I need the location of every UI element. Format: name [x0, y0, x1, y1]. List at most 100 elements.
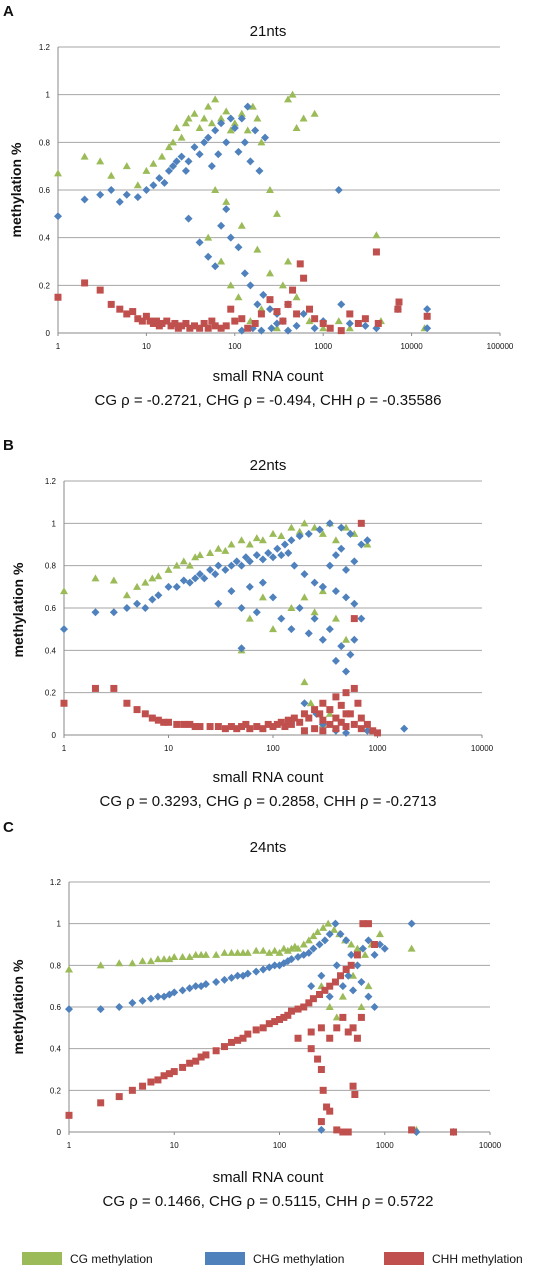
chg-point: [154, 591, 163, 600]
cg-point: [245, 614, 254, 622]
chg-point: [128, 998, 137, 1007]
chh-point: [116, 305, 124, 313]
chg-point: [290, 561, 299, 570]
y-tick-label: 0.4: [45, 646, 57, 655]
chg-point: [214, 599, 223, 608]
cg-point: [211, 186, 220, 193]
cg-point: [214, 544, 223, 552]
chh-point: [307, 1045, 315, 1053]
chg-point: [269, 553, 277, 562]
cg-point: [148, 574, 157, 582]
y-axis-label: methylation %: [8, 142, 24, 237]
chh-point: [317, 1024, 325, 1032]
chh-point: [287, 720, 295, 728]
cg-point: [178, 953, 187, 960]
chh-point: [152, 317, 160, 325]
chh-point: [374, 729, 381, 737]
cg-point: [277, 532, 286, 540]
chg-point: [234, 243, 243, 252]
chg-point: [350, 599, 359, 608]
panel-letter: B: [3, 437, 14, 454]
chh-point: [280, 1013, 288, 1021]
chh-point: [244, 1030, 252, 1038]
chg-point: [115, 1003, 124, 1011]
chg-point: [287, 625, 296, 634]
chh-point: [180, 720, 188, 728]
chg-point: [318, 582, 327, 591]
chh-point: [273, 308, 281, 316]
chg-point: [353, 961, 362, 970]
chg-point: [331, 919, 340, 928]
chg-point: [133, 193, 142, 202]
chg-point: [107, 186, 116, 194]
chh-point: [173, 720, 181, 728]
chh-point: [265, 1020, 273, 1028]
chg-point: [177, 152, 186, 161]
cg-point: [164, 143, 173, 151]
chh-point: [221, 725, 229, 733]
cg-point: [172, 561, 181, 569]
cg-point: [128, 959, 137, 967]
chh-point: [326, 324, 334, 332]
chg-point: [370, 1003, 379, 1011]
cg-point: [149, 159, 158, 167]
cg-point: [222, 107, 231, 115]
cg-point: [331, 614, 340, 622]
chh-point: [307, 1028, 315, 1036]
cg-point: [164, 565, 173, 573]
cg-point: [306, 699, 315, 707]
chh-point: [319, 699, 327, 707]
chh-point: [160, 718, 168, 726]
cg-point: [212, 950, 221, 958]
cg-point: [278, 281, 287, 289]
cg-point: [133, 181, 142, 189]
chg-point: [214, 561, 223, 570]
chh-point: [337, 972, 345, 980]
cg-point: [169, 138, 178, 146]
x-tick-label: 1: [67, 1141, 72, 1150]
cg-point: [141, 578, 150, 586]
chh-point: [287, 1007, 295, 1015]
cg-point: [115, 959, 124, 967]
chg-point: [407, 919, 416, 928]
chg-point: [346, 529, 355, 538]
chg-point: [122, 190, 131, 199]
chg-point: [287, 536, 296, 545]
chh-point: [277, 718, 285, 726]
chg-point: [349, 986, 358, 995]
chh-point: [242, 720, 250, 728]
chg-point: [350, 635, 359, 644]
chg-point: [233, 971, 242, 980]
chh-point: [233, 725, 241, 733]
chh-point: [354, 699, 362, 707]
cg-point: [217, 257, 226, 265]
legend-label: CHH methylation: [432, 1252, 523, 1266]
chh-point: [339, 1128, 347, 1136]
chg-point: [346, 650, 355, 659]
cg-point: [195, 551, 204, 559]
x-tick-label: 100: [228, 342, 242, 351]
chh-point: [311, 706, 319, 714]
chg-point: [304, 529, 313, 538]
chg-point: [310, 614, 319, 623]
cg-point: [294, 944, 303, 952]
chh-point: [182, 319, 190, 327]
chh-point: [289, 286, 297, 294]
chh-point: [319, 319, 327, 327]
cg-point: [230, 119, 239, 127]
chh-point: [234, 1036, 242, 1044]
chh-point: [227, 723, 235, 731]
chh-point: [276, 1016, 283, 1023]
chg-point: [272, 319, 281, 328]
chg-point: [212, 978, 221, 986]
cg-point: [275, 948, 284, 956]
chh-point: [332, 714, 340, 722]
chg-point: [295, 604, 304, 612]
cg-point: [207, 119, 216, 127]
chg-point: [300, 699, 309, 708]
cg-point: [253, 245, 262, 253]
panel-letter: C: [3, 819, 14, 836]
x-tick-label: 1000: [369, 744, 387, 753]
y-tick-label: 0.2: [50, 1086, 62, 1095]
